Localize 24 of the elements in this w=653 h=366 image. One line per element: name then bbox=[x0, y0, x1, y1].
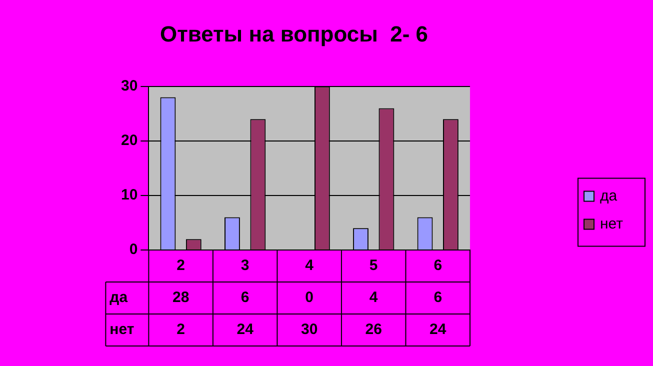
data-label: 24 bbox=[430, 321, 447, 338]
y-tick-label: 20 bbox=[120, 132, 138, 150]
data-label: 0 bbox=[305, 289, 314, 306]
data-label: 6 bbox=[240, 289, 250, 306]
legend-label: да bbox=[600, 187, 618, 204]
x-tick-label: 4 bbox=[305, 257, 314, 274]
data-label: 24 bbox=[236, 321, 254, 338]
data-label: 30 bbox=[301, 321, 318, 338]
data-label: 4 bbox=[369, 289, 378, 306]
data-label: 28 bbox=[172, 289, 190, 306]
x-tick-label: 6 bbox=[434, 257, 442, 274]
data-label: 26 bbox=[365, 321, 382, 338]
y-tick-label: 30 bbox=[120, 78, 138, 95]
y-tick-label: 0 bbox=[129, 241, 138, 258]
x-tick-label: 3 bbox=[240, 257, 250, 274]
text: да bbox=[110, 289, 128, 306]
chart-title: Ответы на вопросы 2- 6 bbox=[160, 21, 428, 46]
data-label: 2 bbox=[176, 321, 185, 338]
text: нет bbox=[110, 321, 134, 338]
x-tick-label: 5 bbox=[369, 257, 378, 274]
data-label: 6 bbox=[434, 289, 442, 306]
x-tick-label: 2 bbox=[176, 257, 185, 274]
y-tick-label: 10 bbox=[120, 186, 138, 204]
legend-label: нет bbox=[600, 215, 624, 232]
